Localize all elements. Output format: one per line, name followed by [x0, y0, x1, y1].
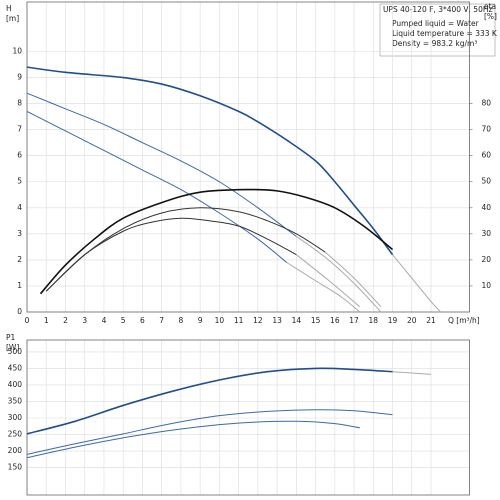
x-tick-label: 19 — [388, 316, 398, 325]
y2-tick-label: 10 — [482, 281, 492, 290]
curve — [39, 188, 394, 295]
y2-tick-label: 20 — [482, 255, 492, 264]
y-axis-unit: [m] — [6, 14, 19, 23]
x-tick-label: 3 — [82, 316, 87, 325]
y-tick-label: 7 — [17, 125, 22, 134]
curve — [45, 207, 326, 292]
y-tick-label: 2 — [17, 255, 22, 264]
y2-tick-label: 50 — [482, 177, 492, 186]
x-tick-label: 7 — [159, 316, 164, 325]
y2-tick-label: 30 — [482, 229, 492, 238]
x-tick-label: 18 — [369, 316, 379, 325]
y-tick-label: 3 — [17, 229, 22, 238]
info-box — [379, 3, 496, 57]
y-tick-label: 8 — [17, 99, 22, 108]
y2-tick-label: 80 — [482, 99, 492, 108]
y2-axis-label: eta — [484, 2, 496, 11]
y-tick-label: 4 — [17, 203, 22, 212]
curve — [26, 367, 393, 435]
x-tick-label: 12 — [253, 316, 263, 325]
curve — [392, 371, 432, 375]
y-axis-unit: [W] — [6, 343, 19, 352]
curve — [296, 236, 382, 313]
y-tick-label: 200 — [8, 446, 23, 455]
y2-tick-label: 60 — [482, 151, 492, 160]
y-tick-label: 300 — [8, 413, 23, 422]
y-tick-label: 0 — [17, 307, 22, 316]
x-tick-label: 5 — [121, 316, 126, 325]
x-tick-label: 16 — [330, 316, 340, 325]
info-text: Pumped liquid = Water — [392, 19, 480, 28]
y-tick-label: 400 — [8, 380, 23, 389]
curve — [26, 110, 288, 263]
curve — [286, 262, 361, 313]
y2-tick-label: 70 — [482, 125, 492, 134]
info-text: UPS 40-120 F, 3*400 V, 50Hz — [383, 5, 492, 14]
x-tick-label: 17 — [349, 316, 359, 325]
curve — [392, 254, 442, 313]
y-tick-label: 9 — [17, 73, 22, 82]
x-tick-label: 9 — [198, 316, 203, 325]
y-tick-label: 500 — [8, 347, 23, 356]
x-tick-label: 0 — [25, 316, 30, 325]
plot-frame — [26, 339, 470, 496]
x-tick-label: 15 — [311, 316, 321, 325]
y2-axis-unit: [%] — [484, 12, 497, 21]
y-tick-label: 6 — [17, 151, 22, 160]
x-tick-label: 1 — [44, 316, 49, 325]
x-tick-label: 4 — [102, 316, 107, 325]
x-tick-label: 6 — [140, 316, 145, 325]
x-tick-label: 2 — [63, 316, 68, 325]
y-axis-label: H — [6, 4, 12, 13]
x-tick-label: 14 — [292, 316, 302, 325]
x-tick-label: 20 — [407, 316, 417, 325]
y-tick-label: 250 — [8, 430, 23, 439]
curve — [26, 420, 360, 459]
y-tick-label: 450 — [8, 363, 23, 372]
curve — [324, 251, 382, 308]
curve — [296, 254, 361, 308]
x-tick-label: 10 — [215, 316, 225, 325]
info-text: Liquid temperature = 333 K — [392, 29, 498, 38]
curve — [45, 217, 297, 292]
x-tick-label: 8 — [179, 316, 184, 325]
y-tick-label: 10 — [12, 46, 22, 55]
x-tick-label: 11 — [234, 316, 244, 325]
curve — [26, 92, 297, 237]
y-axis-label: P1 — [6, 333, 16, 342]
y-tick-label: 5 — [17, 177, 22, 186]
y-tick-label: 350 — [8, 396, 23, 405]
x-tick-label: 13 — [272, 316, 282, 325]
curve — [26, 66, 394, 256]
plot-frame — [26, 1, 470, 313]
x-axis-label: Q [m³/h] — [448, 316, 480, 325]
y-tick-label: 150 — [8, 463, 23, 472]
y2-tick-label: 40 — [482, 203, 492, 212]
curve — [26, 409, 393, 455]
y-tick-label: 1 — [17, 281, 22, 290]
x-tick-label: 21 — [426, 316, 436, 325]
info-text: Density = 983.2 kg/m³ — [392, 39, 477, 48]
